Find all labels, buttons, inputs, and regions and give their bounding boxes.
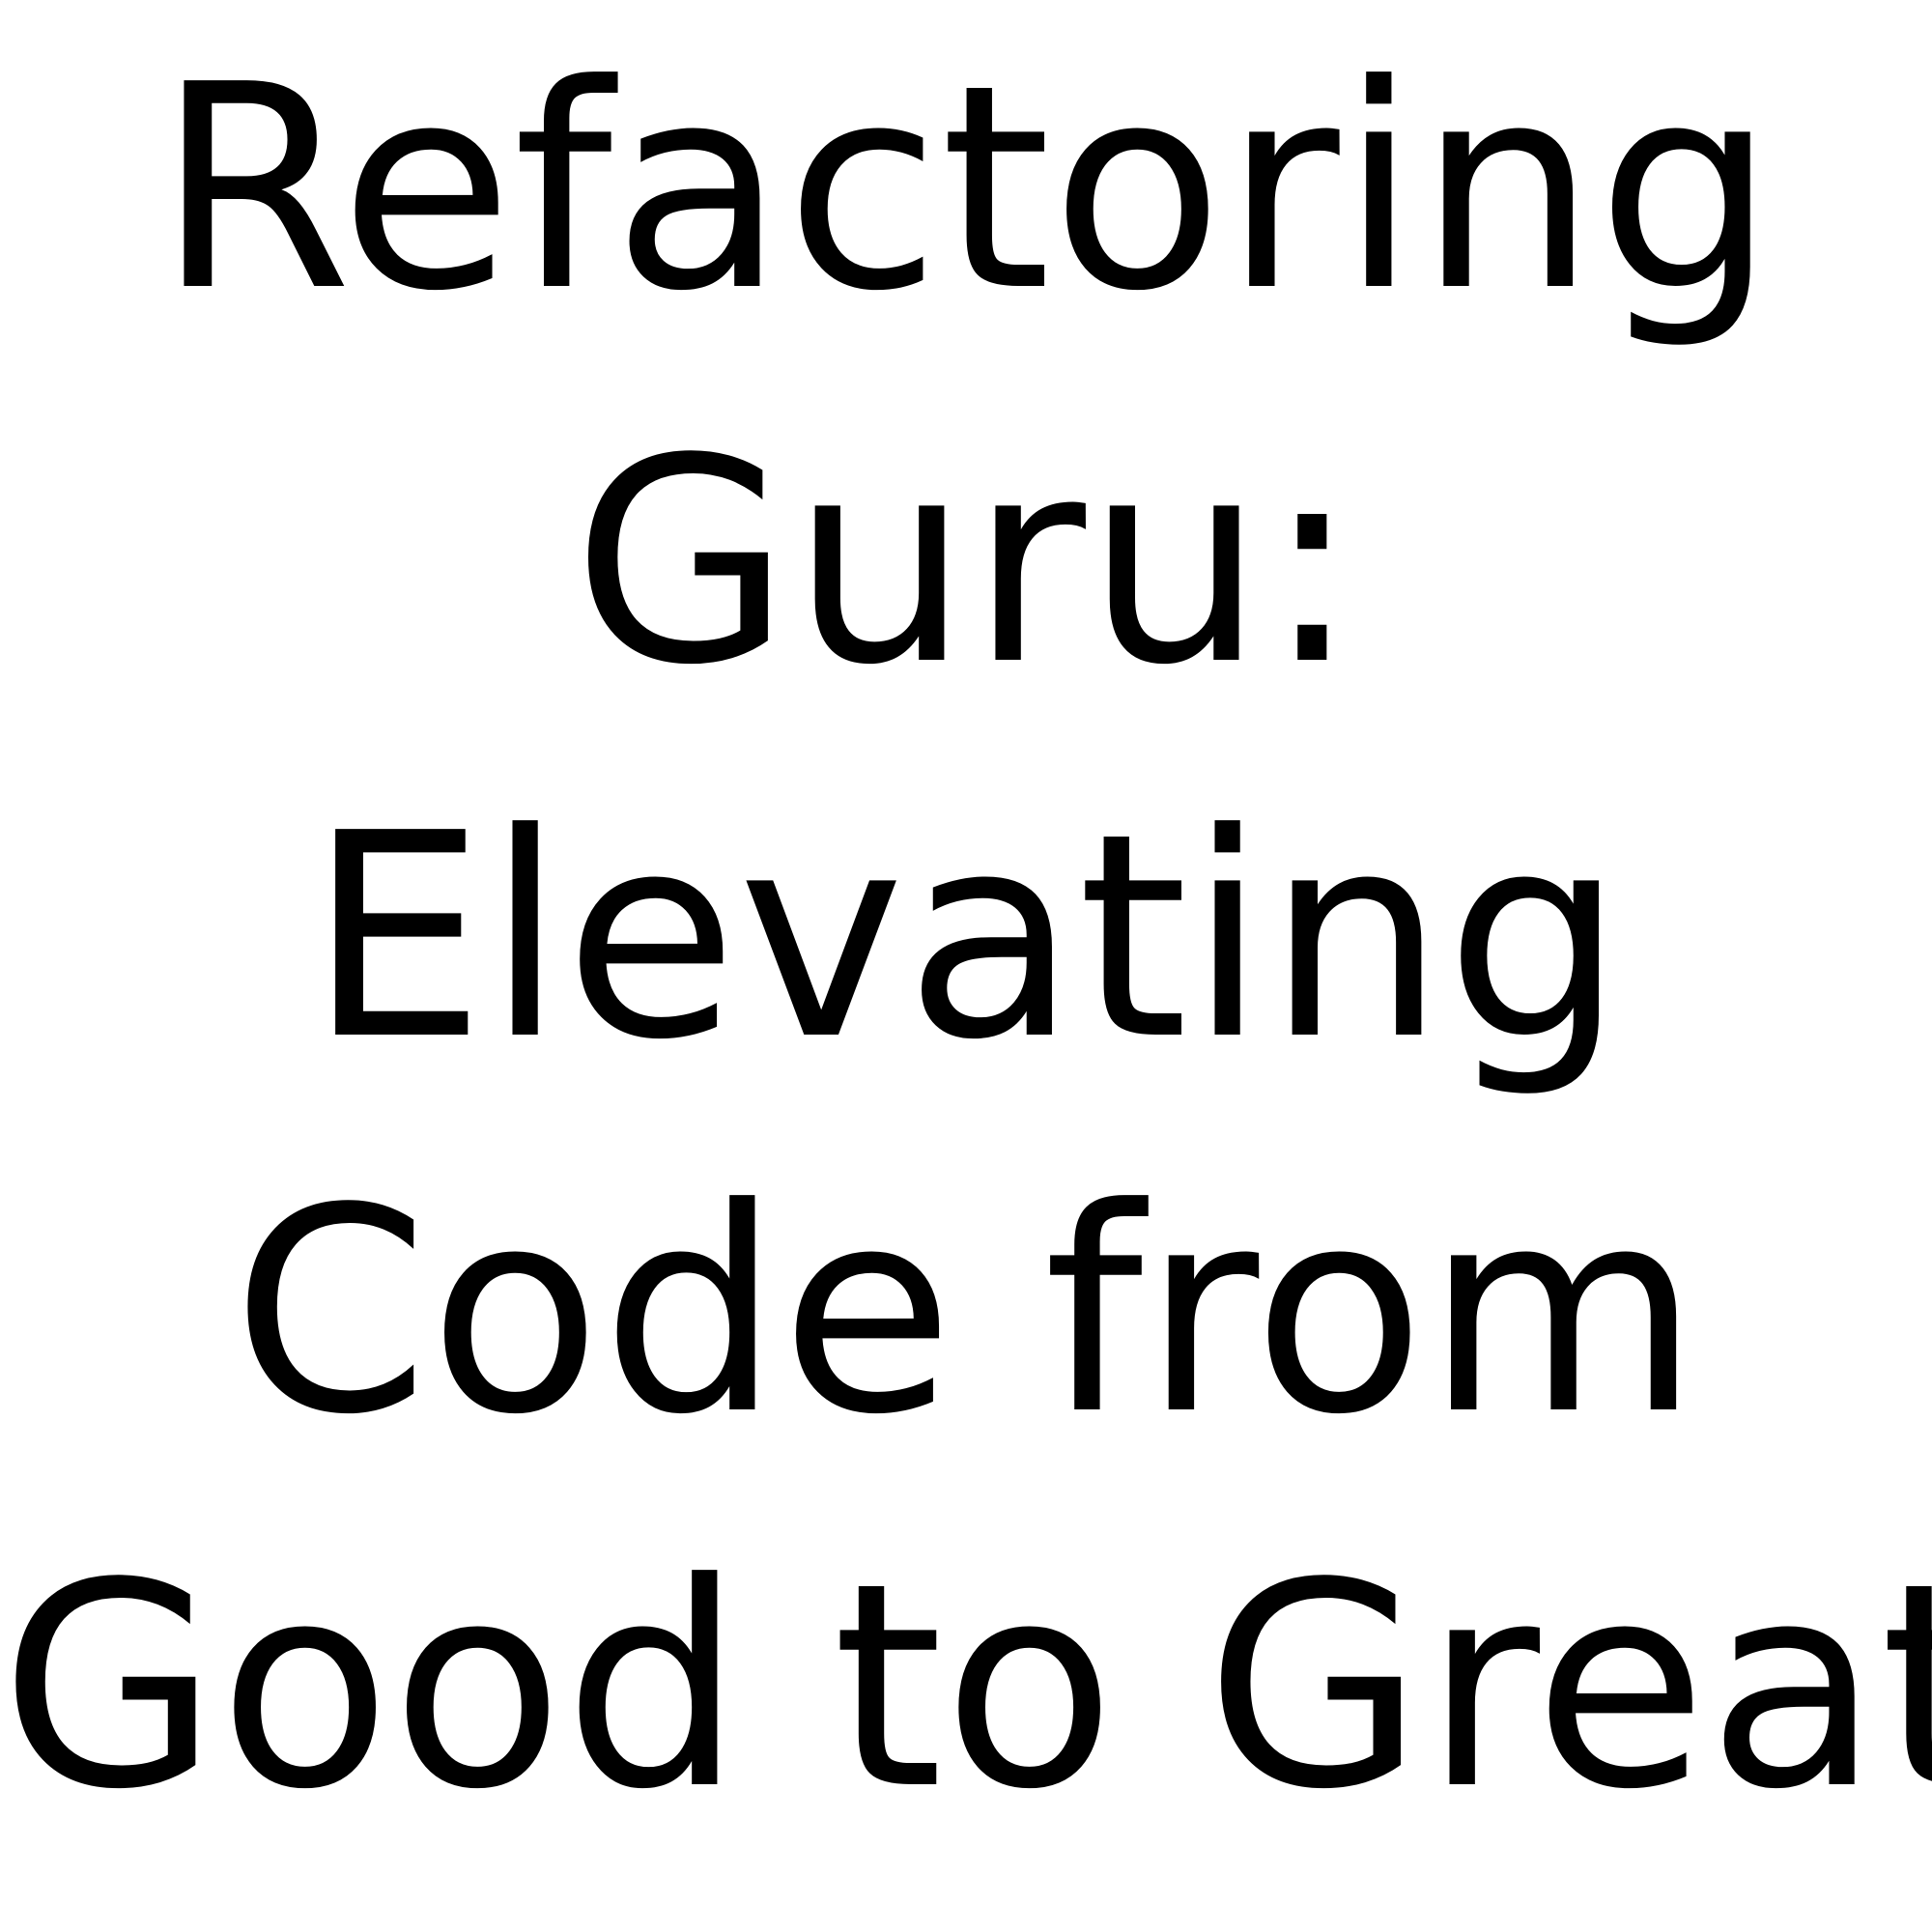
- title-line-4: Code from: [232, 1148, 1700, 1476]
- title-line-1: Refactoring: [156, 24, 1776, 353]
- title-line-3: Elevating: [307, 773, 1625, 1101]
- title-line-5: Good to Great: [0, 1522, 1932, 1851]
- title-line-2: Guru:: [572, 398, 1360, 726]
